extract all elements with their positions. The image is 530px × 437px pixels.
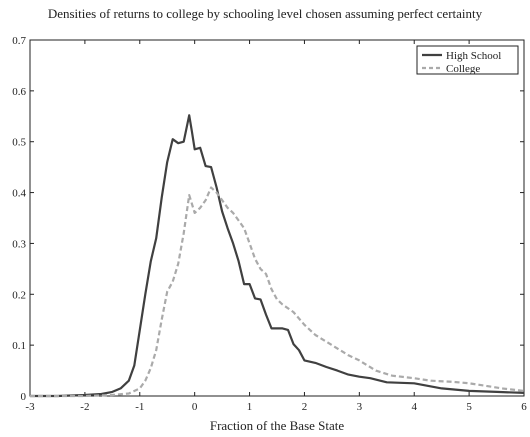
series-line-high-school [30,114,525,398]
x-tick-label: 3 [357,401,363,413]
x-tick-label: 5 [466,401,472,413]
x-tick-label: 1 [247,401,253,413]
y-tick-label: 0.7 [12,35,26,47]
x-tick-label: 2 [302,401,308,413]
axis-ticks: -3 -2 -1 0 1 2 3 4 5 6 0 0.1 0.2 0.3 0.4 0.5 0.6 0.7 [12,35,527,413]
x-axis-label: Fraction of the Base State [209,418,345,433]
y-tick-label: 0 [21,391,27,403]
series-lines [30,114,525,398]
x-tick-label: -2 [80,401,89,413]
legend: High School College [416,45,519,75]
series-line-college [30,186,525,398]
legend-box [416,45,519,75]
y-tick-label: 0.1 [12,340,26,352]
legend-label-high-school: High School [446,50,501,62]
y-tick-label: 0.6 [12,86,26,98]
y-tick-label: 0.5 [12,137,26,149]
y-tick-label: 0.4 [12,188,26,200]
chart-title: Densities of returns to college by schoo… [47,6,483,21]
y-tick-label: 0.3 [12,238,26,250]
legend-label-college: College [446,63,480,75]
y-tick-label: 0.2 [12,289,26,301]
x-tick-label: 0 [192,401,198,413]
x-tick-label: -3 [25,401,35,413]
x-tick-label: -1 [135,401,144,413]
plot-frame [29,39,525,397]
x-tick-label: 6 [521,401,527,413]
x-tick-label: 4 [411,401,417,413]
